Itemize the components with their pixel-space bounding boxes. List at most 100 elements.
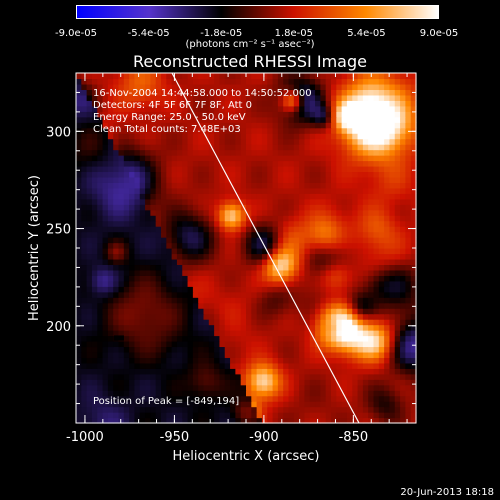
heatmap-cell (240, 83, 247, 91)
heatmap-cell (293, 78, 300, 85)
heatmap-cell (261, 155, 268, 162)
heatmap-cell (113, 94, 120, 101)
heatmap-cell (182, 149, 189, 156)
heatmap-cell (251, 220, 258, 227)
heatmap-cell (394, 171, 401, 178)
heatmap-cell (320, 226, 327, 233)
heatmap-cell (182, 258, 189, 266)
heatmap-cell (256, 94, 263, 101)
heatmap-cell (341, 395, 348, 402)
heatmap-cell (267, 258, 274, 266)
heatmap-cell (357, 275, 364, 282)
heatmap-cell (272, 319, 279, 326)
heatmap-cell (97, 302, 104, 309)
heatmap-cell (277, 346, 284, 353)
heatmap-cell (230, 308, 236, 315)
heatmap-cell (331, 111, 337, 118)
heatmap-cell (155, 198, 162, 205)
heatmap-cell (139, 302, 146, 309)
heatmap-cell (76, 340, 82, 348)
heatmap-cell (362, 220, 369, 227)
heatmap-cell (315, 308, 321, 315)
heatmap-cell (251, 231, 258, 238)
heatmap-cell (293, 253, 300, 260)
heatmap-cell (400, 417, 406, 424)
heatmap-cell (192, 83, 199, 91)
heatmap-cell (357, 198, 364, 205)
heatmap-cell (341, 340, 348, 348)
heatmap-cell (272, 395, 279, 402)
heatmap-cell (272, 165, 279, 173)
heatmap-cell (394, 220, 401, 227)
heatmap-cell (405, 253, 412, 260)
heatmap-cell (182, 100, 189, 107)
heatmap-cell (288, 83, 295, 91)
heatmap-cell (389, 193, 396, 200)
heatmap-cell (357, 395, 364, 402)
heatmap-cell (145, 357, 151, 364)
heatmap-cell (293, 149, 300, 156)
heatmap-cell (107, 231, 114, 238)
heatmap-cell (362, 248, 369, 255)
heatmap-cell (208, 122, 215, 129)
heatmap-cell (309, 406, 316, 413)
heatmap-cell (267, 286, 274, 293)
heatmap-cell (336, 264, 343, 271)
heatmap-cell (145, 264, 151, 271)
heatmap-cell (272, 111, 279, 118)
heatmap-cell (97, 390, 104, 397)
heatmap-cell (224, 346, 231, 353)
heatmap-cell (166, 248, 173, 255)
heatmap-cell (261, 89, 268, 96)
heatmap-cell (405, 357, 412, 364)
heatmap-cell (309, 144, 316, 151)
heatmap-cell (129, 379, 136, 386)
heatmap-cell (400, 340, 406, 348)
heatmap-cell (352, 176, 359, 183)
heatmap-cell (192, 127, 199, 134)
heatmap-cell (198, 286, 205, 293)
heatmap-cell (373, 100, 380, 107)
heatmap-cell (362, 204, 369, 211)
heatmap-cell (214, 351, 221, 358)
heatmap-cell (336, 144, 343, 151)
heatmap-cell (139, 390, 146, 397)
heatmap-cell (107, 122, 114, 129)
heatmap-cell (123, 351, 130, 358)
heatmap-cell (203, 83, 210, 91)
heatmap-cell (362, 160, 369, 167)
heatmap-cell (97, 237, 104, 244)
heatmap-cell (240, 258, 247, 266)
heatmap-cell (134, 204, 141, 211)
heatmap-cell (208, 291, 215, 298)
heatmap-cell (331, 330, 337, 337)
heatmap-cell (277, 319, 284, 326)
heatmap-cell (267, 242, 274, 249)
heatmap-cell (341, 357, 348, 364)
heatmap-cell (182, 308, 189, 315)
heatmap-cell (283, 275, 290, 282)
heatmap-cell (198, 313, 205, 320)
heatmap-cell (214, 264, 221, 271)
heatmap-cell (118, 319, 125, 326)
heatmap-cell (246, 237, 252, 244)
heatmap-cell (203, 368, 210, 375)
heatmap-cell (145, 302, 151, 309)
heatmap-cell (176, 291, 183, 298)
heatmap-cell (139, 324, 146, 331)
heatmap-cell (171, 248, 178, 255)
heatmap-cell (208, 340, 215, 348)
heatmap-cell (102, 187, 109, 194)
heatmap-cell (81, 220, 88, 227)
heatmap-cell (325, 116, 332, 123)
heatmap-cell (405, 264, 412, 271)
heatmap-cell (405, 319, 412, 326)
heatmap-cell (410, 297, 417, 304)
heatmap-cell (261, 160, 268, 167)
heatmap-cell (107, 193, 114, 200)
heatmap-cell (405, 335, 412, 342)
heatmap-cell (256, 144, 263, 151)
heatmap-cell (325, 379, 332, 386)
heatmap-cell (208, 160, 215, 167)
heatmap-cell (251, 111, 258, 118)
